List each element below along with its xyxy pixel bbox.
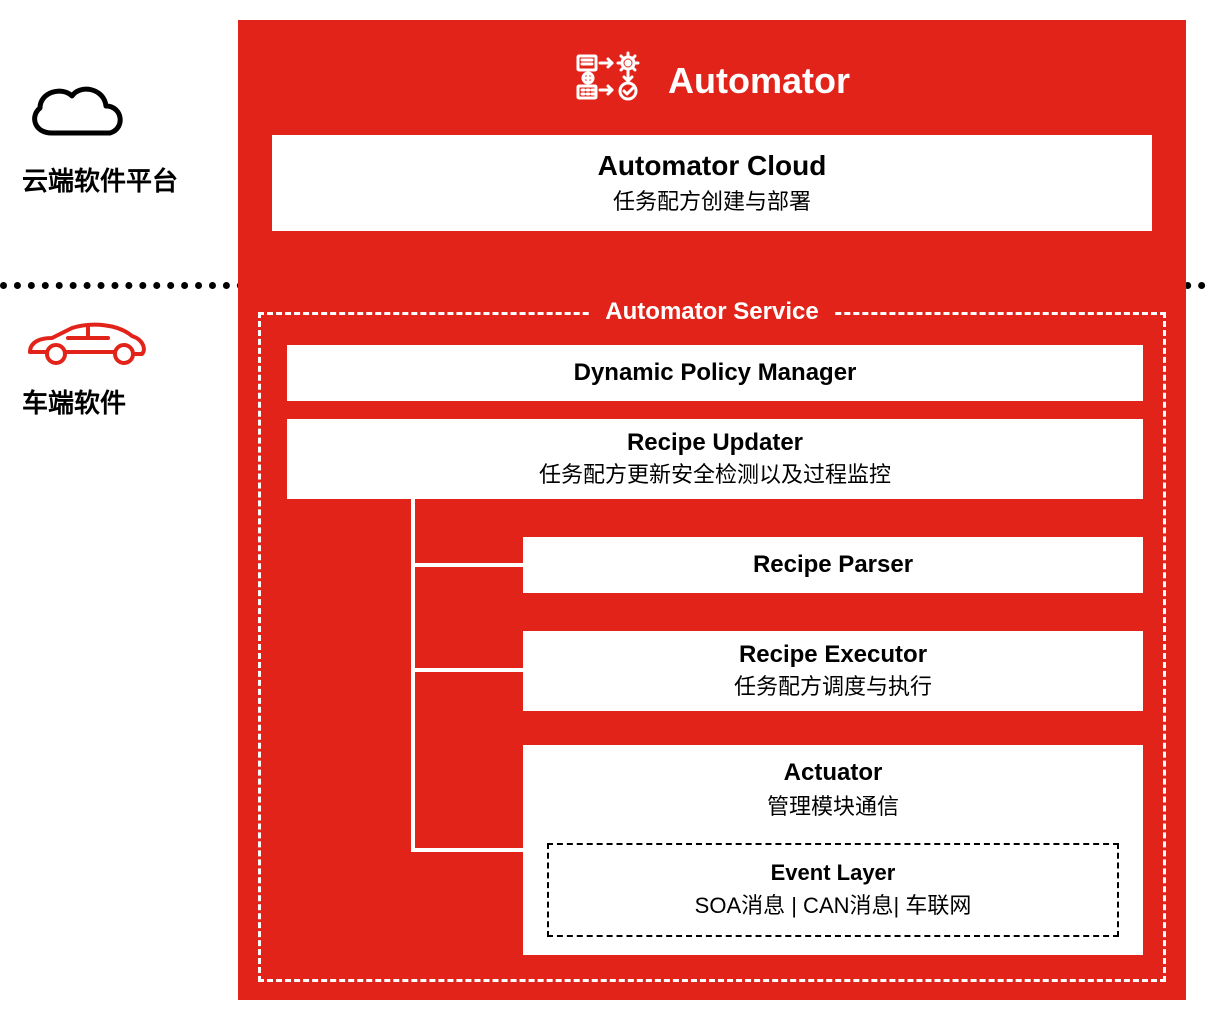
- actuator-title: Actuator: [784, 759, 883, 787]
- automator-service-title: Automator Service: [589, 298, 834, 326]
- recipe-executor-title: Recipe Executor: [739, 641, 927, 669]
- event-layer-title: Event Layer: [771, 860, 896, 886]
- recipe-updater-box: Recipe Updater 任务配方更新安全检测以及过程监控: [287, 419, 1143, 499]
- event-layer-box: Event Layer SOA消息 | CAN消息| 车联网: [547, 843, 1119, 937]
- automator-service-group: Automator Service Dynamic Policy Manager…: [258, 312, 1166, 982]
- recipe-parser-box: Recipe Parser: [523, 537, 1143, 593]
- automator-header: Automator: [238, 50, 1186, 111]
- dpm-title: Dynamic Policy Manager: [574, 359, 857, 387]
- tree-trunk: [411, 499, 415, 852]
- recipe-parser-title: Recipe Parser: [753, 551, 913, 579]
- car-icon: [22, 316, 152, 375]
- actuator-subtitle: 管理模块通信: [767, 789, 899, 821]
- event-layer-subtitle: SOA消息 | CAN消息| 车联网: [695, 888, 972, 920]
- automator-cloud-subtitle: 任务配方创建与部署: [613, 184, 811, 216]
- automator-title: Automator: [668, 60, 850, 102]
- automator-cloud-title: Automator Cloud: [598, 150, 827, 182]
- dynamic-policy-manager-box: Dynamic Policy Manager: [287, 345, 1143, 401]
- recipe-updater-subtitle: 任务配方更新安全检测以及过程监控: [539, 457, 891, 489]
- tree-branch-executor: [411, 668, 523, 672]
- vehicle-software-text: 车端软件: [22, 383, 126, 420]
- vehicle-software-label: 车端软件: [22, 316, 152, 420]
- recipe-updater-title: Recipe Updater: [627, 429, 803, 457]
- cloud-platform-text: 云端软件平台: [22, 161, 178, 198]
- recipe-executor-box: Recipe Executor 任务配方调度与执行: [523, 631, 1143, 711]
- cloud-platform-label: 云端软件平台: [22, 78, 178, 198]
- cloud-icon: [22, 78, 132, 153]
- actuator-box: Actuator 管理模块通信 Event Layer SOA消息 | CAN消…: [523, 745, 1143, 955]
- automator-cloud-box: Automator Cloud 任务配方创建与部署: [272, 135, 1152, 231]
- automator-icon: [574, 50, 654, 111]
- tree-branch-parser: [411, 563, 523, 567]
- recipe-executor-subtitle: 任务配方调度与执行: [734, 669, 932, 701]
- tree-branch-actuator: [411, 848, 523, 852]
- automator-panel: Automator Automator Cloud 任务配方创建与部署 Auto…: [238, 20, 1186, 1000]
